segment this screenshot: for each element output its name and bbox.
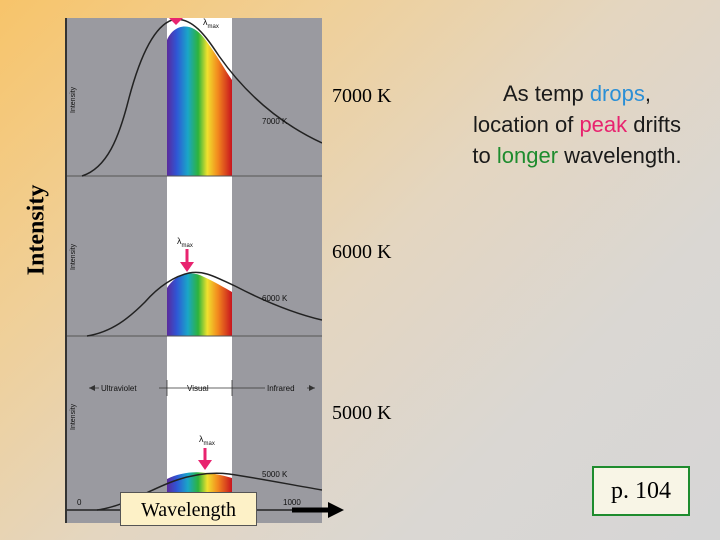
y-axis-title: Intensity — [23, 184, 50, 276]
blackbody-figure: λmax λmax λmax 7000 K 6000 K 5000 K Inte… — [65, 18, 322, 523]
lambda-max-label-6000: λmax — [177, 236, 193, 249]
panel-ylabel: Intensity — [70, 403, 77, 430]
annotation-part: , location of — [473, 81, 651, 137]
figure-svg: λmax λmax λmax 7000 K 6000 K 5000 K Inte… — [67, 18, 322, 523]
annotation-part: As temp — [503, 81, 590, 106]
highlight-drops: drops — [589, 81, 645, 106]
x-tick-1000: 1000 — [283, 498, 301, 507]
wavelength-label: Wavelength — [120, 492, 257, 526]
x-tick-0: 0 — [77, 498, 82, 507]
lambda-max-label-7000: λmax — [203, 18, 219, 30]
peak-arrow-icon — [180, 249, 194, 272]
annotation-part: wavelength. — [558, 143, 682, 168]
curve-label-7000: 7000 K — [262, 117, 288, 126]
annotation-part: drifts to — [472, 112, 681, 168]
lambda-max-label-5000: λmax — [199, 434, 215, 447]
page-reference: p. 104 — [592, 466, 690, 516]
panel-ylabel: Intensity — [70, 86, 77, 113]
region-label-ir: Infrared — [267, 384, 295, 393]
temp-label-6000: 6000 K — [332, 241, 392, 263]
highlight-longer: longer — [496, 143, 559, 168]
arrow-right-icon — [292, 502, 344, 518]
panel-ylabel: Intensity — [70, 243, 77, 270]
highlight-peak: peak — [579, 112, 628, 137]
annotation-text: As temp drops, location of peak drifts t… — [468, 78, 686, 171]
region-label-bg — [99, 382, 159, 394]
curve-6000k — [86, 271, 322, 337]
peak-arrow-icon — [198, 448, 212, 470]
temp-label-5000: 5000 K — [332, 402, 392, 424]
temp-label-7000: 7000 K — [332, 85, 392, 107]
peak-arrow-icon — [169, 18, 183, 25]
curve-label-6000: 6000 K — [262, 294, 288, 303]
region-label-bg — [265, 382, 307, 394]
region-label-uv: Ultraviolet — [101, 384, 137, 393]
curve-label-5000: 5000 K — [262, 470, 288, 479]
region-label-visual: Visual — [187, 384, 209, 393]
